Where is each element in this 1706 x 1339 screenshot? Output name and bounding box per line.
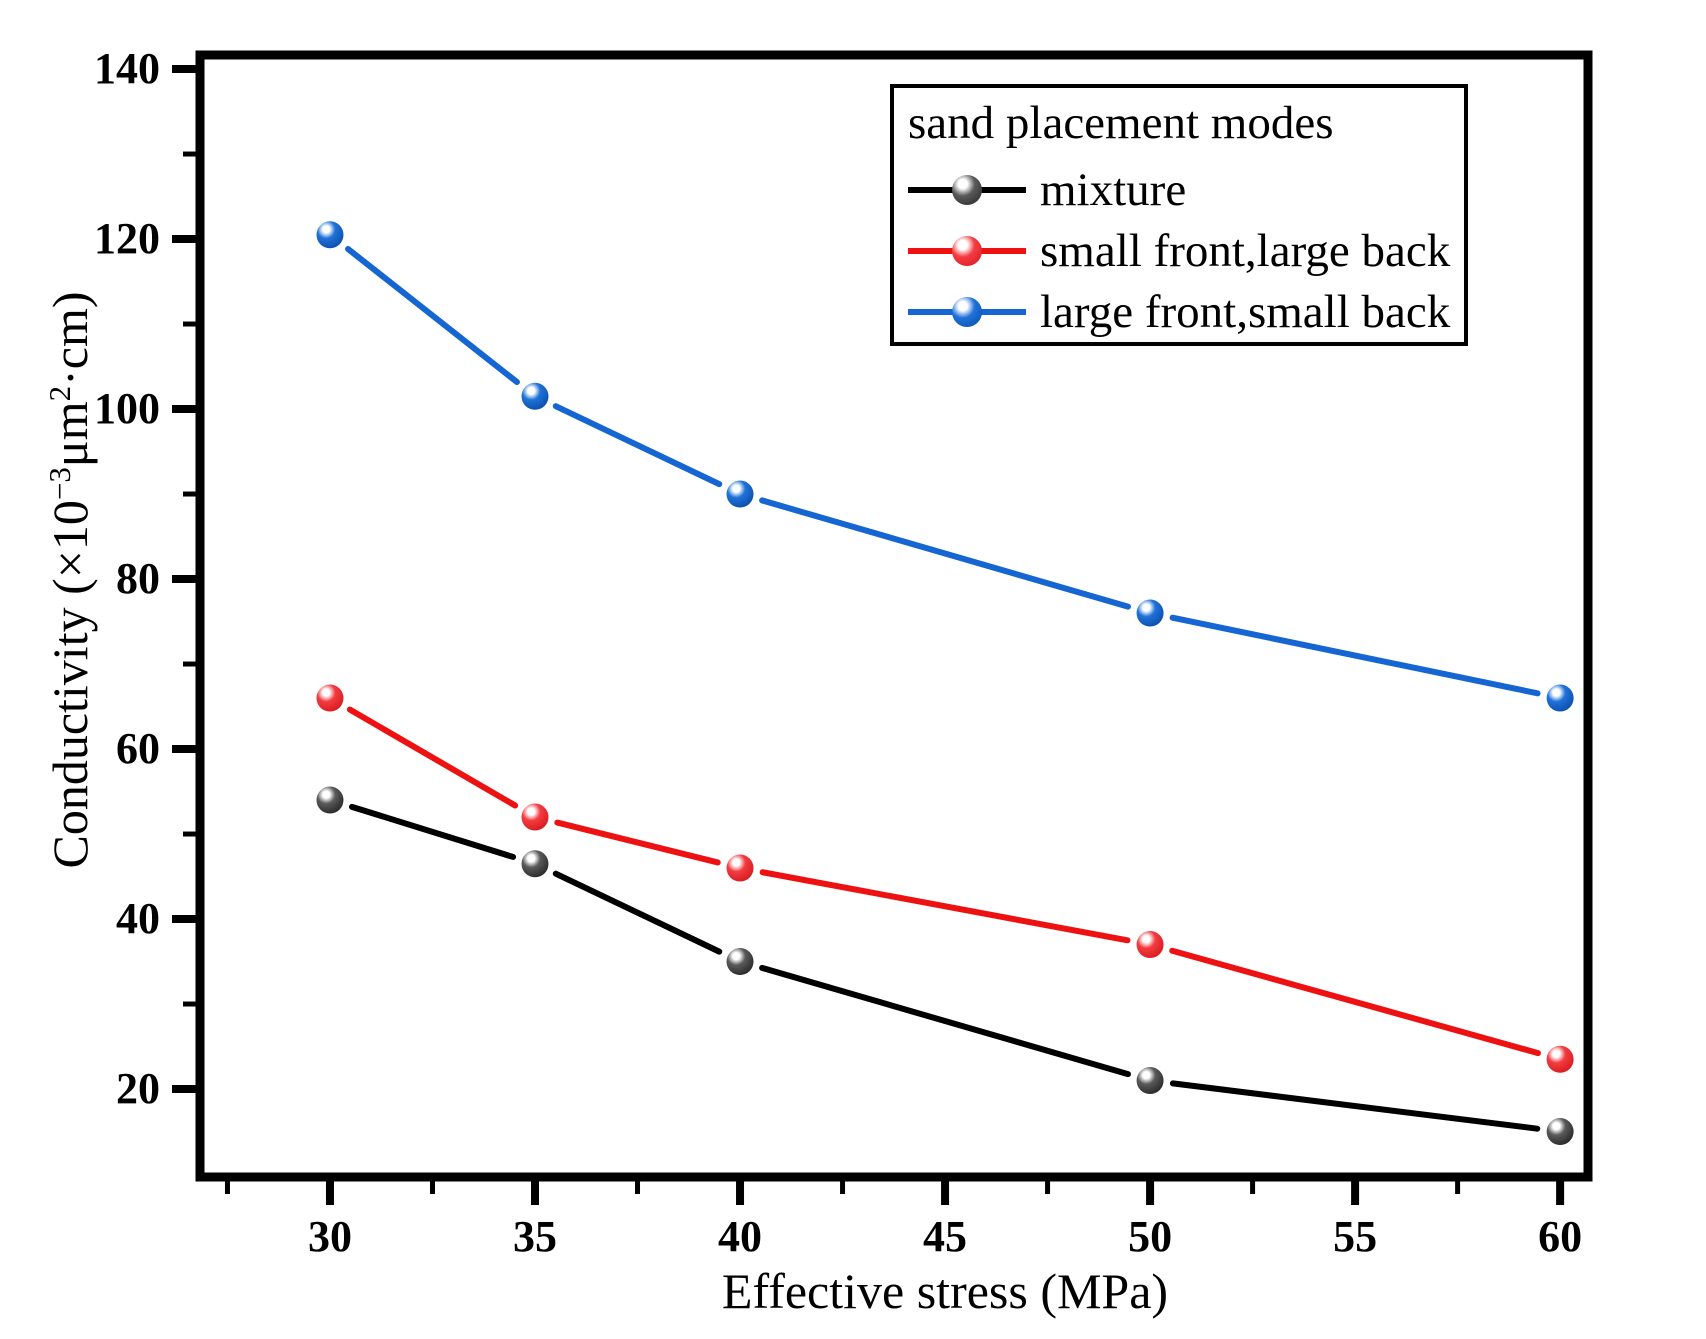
y-title-mid: μm	[42, 401, 98, 468]
legend-label-small-front-large-back: small front,large back	[1040, 225, 1451, 277]
series-line-2	[1169, 614, 1541, 697]
x-tick-label-60: 60	[1538, 1212, 1583, 1261]
y-title-squared: 2	[41, 385, 77, 402]
y-tick-label-20: 20	[116, 1064, 160, 1114]
data-point	[1546, 1045, 1574, 1073]
data-point	[521, 382, 549, 410]
data-point	[316, 684, 344, 712]
data-point	[1136, 931, 1164, 959]
y-axis-title: Conductivity (×10−3μm2·cm)	[41, 291, 98, 869]
series-line-0	[759, 964, 1131, 1078]
series-line-2	[552, 403, 723, 488]
data-point	[1546, 1118, 1574, 1146]
y-tick-label-60: 60	[116, 724, 160, 774]
data-point	[521, 850, 549, 878]
series-line-1	[1169, 947, 1541, 1057]
y-title-post: ·cm)	[42, 291, 98, 386]
series-line-2	[759, 497, 1131, 610]
data-point	[316, 786, 344, 814]
x-tick-label-50: 50	[1128, 1212, 1173, 1261]
series-line-0	[348, 803, 517, 860]
x-tick-label-40: 40	[718, 1212, 763, 1261]
legend-item-large-front-small-back: large front,small back	[908, 286, 1450, 338]
y-tick-label-80: 80	[116, 554, 160, 604]
data-point	[726, 854, 754, 882]
plot-frame	[195, 50, 1593, 1182]
series-line-0	[1169, 1080, 1541, 1132]
x-tick-label-45: 45	[923, 1212, 968, 1261]
legend-title: sand placement modes	[908, 97, 1334, 149]
y-tick-label-100: 100	[94, 384, 160, 434]
y-tick-label-140: 140	[94, 44, 160, 94]
x-tick-label-30: 30	[307, 1212, 352, 1261]
data-point	[1136, 1067, 1164, 1095]
x-tick-label-35: 35	[513, 1212, 557, 1261]
series-line-0	[552, 870, 723, 955]
data-point	[316, 221, 344, 249]
series-line-1	[759, 869, 1131, 944]
data-point	[1546, 684, 1574, 712]
x-tick-label-55: 55	[1333, 1212, 1378, 1261]
x-axis-title: Effective stress (MPa)	[721, 1263, 1169, 1319]
series-line-1	[554, 819, 721, 866]
small-front-large-back-marker-icon	[908, 234, 1026, 268]
y-title-pre: Conductivity (×10	[42, 500, 98, 869]
data-point	[521, 803, 549, 831]
y-tick-label-40: 40	[116, 894, 160, 944]
y-title-exponent: −3	[41, 467, 77, 501]
data-point	[1136, 599, 1164, 627]
large-front-small-back-marker-icon	[908, 295, 1026, 329]
legend-label-large-front-small-back: large front,small back	[1040, 286, 1451, 338]
data-point	[726, 948, 754, 976]
legend-item-small-front-large-back: small front,large back	[908, 225, 1450, 277]
series-line-1	[346, 706, 519, 809]
legend-box: sand placement modes mixture small front…	[890, 84, 1468, 346]
series-line-2	[345, 246, 520, 386]
legend-item-mixture: mixture	[908, 164, 1186, 216]
data-point	[726, 480, 754, 508]
legend-label-mixture: mixture	[1040, 164, 1187, 216]
mixture-marker-icon	[908, 173, 1026, 207]
y-tick-label-120: 120	[94, 214, 160, 264]
